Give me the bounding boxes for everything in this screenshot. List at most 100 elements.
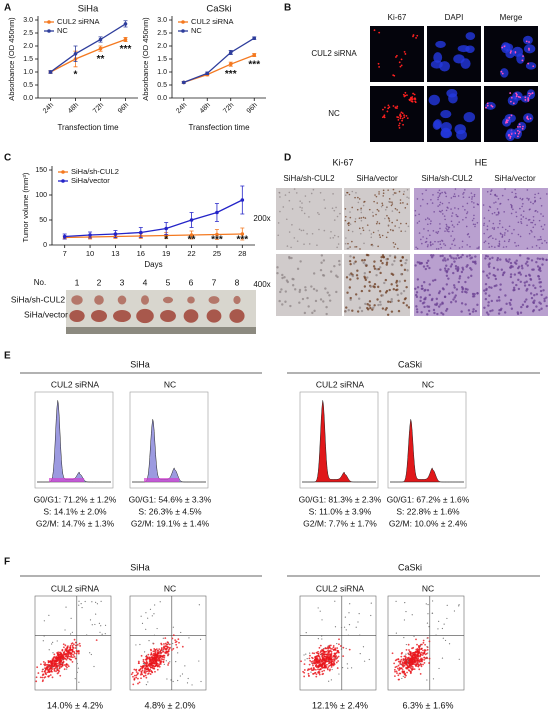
event-dot	[142, 660, 145, 663]
event-dot	[443, 623, 445, 625]
event-dot	[101, 633, 103, 635]
event-dot	[412, 656, 415, 659]
cell	[359, 248, 361, 250]
apoptosis-rate: 12.1% ± 2.4%	[312, 700, 368, 710]
cell	[465, 225, 468, 228]
cell	[471, 196, 474, 198]
cell	[375, 213, 377, 216]
cell	[538, 267, 542, 270]
cell	[277, 234, 280, 237]
cell	[446, 225, 448, 227]
x-tick-label: 7	[63, 249, 67, 258]
event-dot	[175, 661, 177, 663]
cell	[414, 287, 417, 290]
event-dot	[150, 656, 153, 659]
cell	[427, 229, 429, 232]
event-dot	[141, 622, 144, 624]
cell	[473, 292, 476, 296]
ki67-signal	[403, 116, 406, 119]
ki67-signal	[515, 95, 518, 98]
cell	[376, 298, 379, 301]
panel-label: A	[4, 3, 11, 14]
event-dot	[327, 656, 330, 659]
ki67-signal	[503, 45, 506, 48]
cell	[532, 215, 535, 218]
event-dot	[428, 657, 431, 660]
cell	[486, 225, 489, 227]
event-dot	[150, 649, 152, 652]
cell	[472, 223, 475, 226]
cell	[375, 274, 378, 277]
event-dot	[419, 673, 422, 675]
cell	[524, 262, 528, 265]
cell	[537, 239, 539, 241]
event-dot	[318, 673, 321, 676]
event-dot	[427, 603, 429, 606]
cell	[486, 191, 489, 193]
event-dot	[324, 666, 327, 669]
cell	[324, 207, 327, 209]
cell	[526, 224, 528, 227]
event-dot	[147, 667, 149, 670]
cell	[542, 289, 545, 292]
cell	[509, 298, 513, 302]
event-dot	[404, 601, 406, 604]
cell	[540, 307, 543, 310]
cell	[452, 271, 455, 275]
ki67-signal	[524, 96, 527, 99]
cell	[377, 303, 380, 307]
event-dot	[164, 647, 167, 650]
event-dot	[167, 646, 170, 649]
nucleus	[440, 127, 452, 138]
cell	[304, 195, 307, 197]
cell	[362, 204, 365, 207]
cell	[539, 281, 543, 284]
cell	[293, 237, 296, 239]
data-point	[240, 198, 245, 202]
cell	[368, 289, 371, 293]
cell	[499, 220, 501, 222]
event-dot	[159, 662, 162, 664]
event-dot	[54, 667, 57, 670]
cell	[441, 259, 445, 262]
event-dot	[409, 672, 412, 675]
sample-name: NC	[164, 583, 176, 593]
event-dot	[158, 657, 160, 660]
cell	[385, 258, 388, 261]
event-dot	[404, 657, 407, 660]
data-point	[123, 37, 128, 42]
cell	[335, 206, 337, 209]
event-dot	[56, 668, 58, 670]
cell	[504, 232, 506, 234]
event-dot	[328, 680, 330, 682]
cell	[364, 217, 367, 219]
cell	[539, 285, 542, 288]
cell	[471, 198, 473, 200]
event-dot	[137, 660, 140, 663]
event-dot	[414, 664, 417, 666]
event-dot	[147, 681, 149, 683]
nucleus	[512, 127, 522, 139]
x-tick-label: 72h	[92, 102, 105, 115]
cell	[390, 204, 393, 207]
cell	[388, 220, 391, 222]
event-dot	[336, 647, 339, 649]
event-dot	[442, 637, 444, 639]
histogram-frame	[129, 391, 209, 489]
cell	[316, 244, 318, 247]
cell	[322, 300, 325, 303]
event-dot	[303, 654, 305, 656]
tumor-number: 2	[97, 277, 102, 287]
cell	[461, 290, 464, 294]
cell	[301, 297, 305, 301]
event-dot	[42, 660, 45, 663]
event-dot	[56, 669, 59, 671]
ki67-signal	[505, 119, 508, 122]
ki67-signal	[403, 50, 406, 53]
event-dot	[166, 678, 168, 680]
cell	[420, 261, 423, 265]
x-tick-label: 28	[238, 249, 246, 258]
cell	[525, 305, 529, 309]
cell	[428, 293, 431, 297]
cell	[347, 222, 349, 225]
